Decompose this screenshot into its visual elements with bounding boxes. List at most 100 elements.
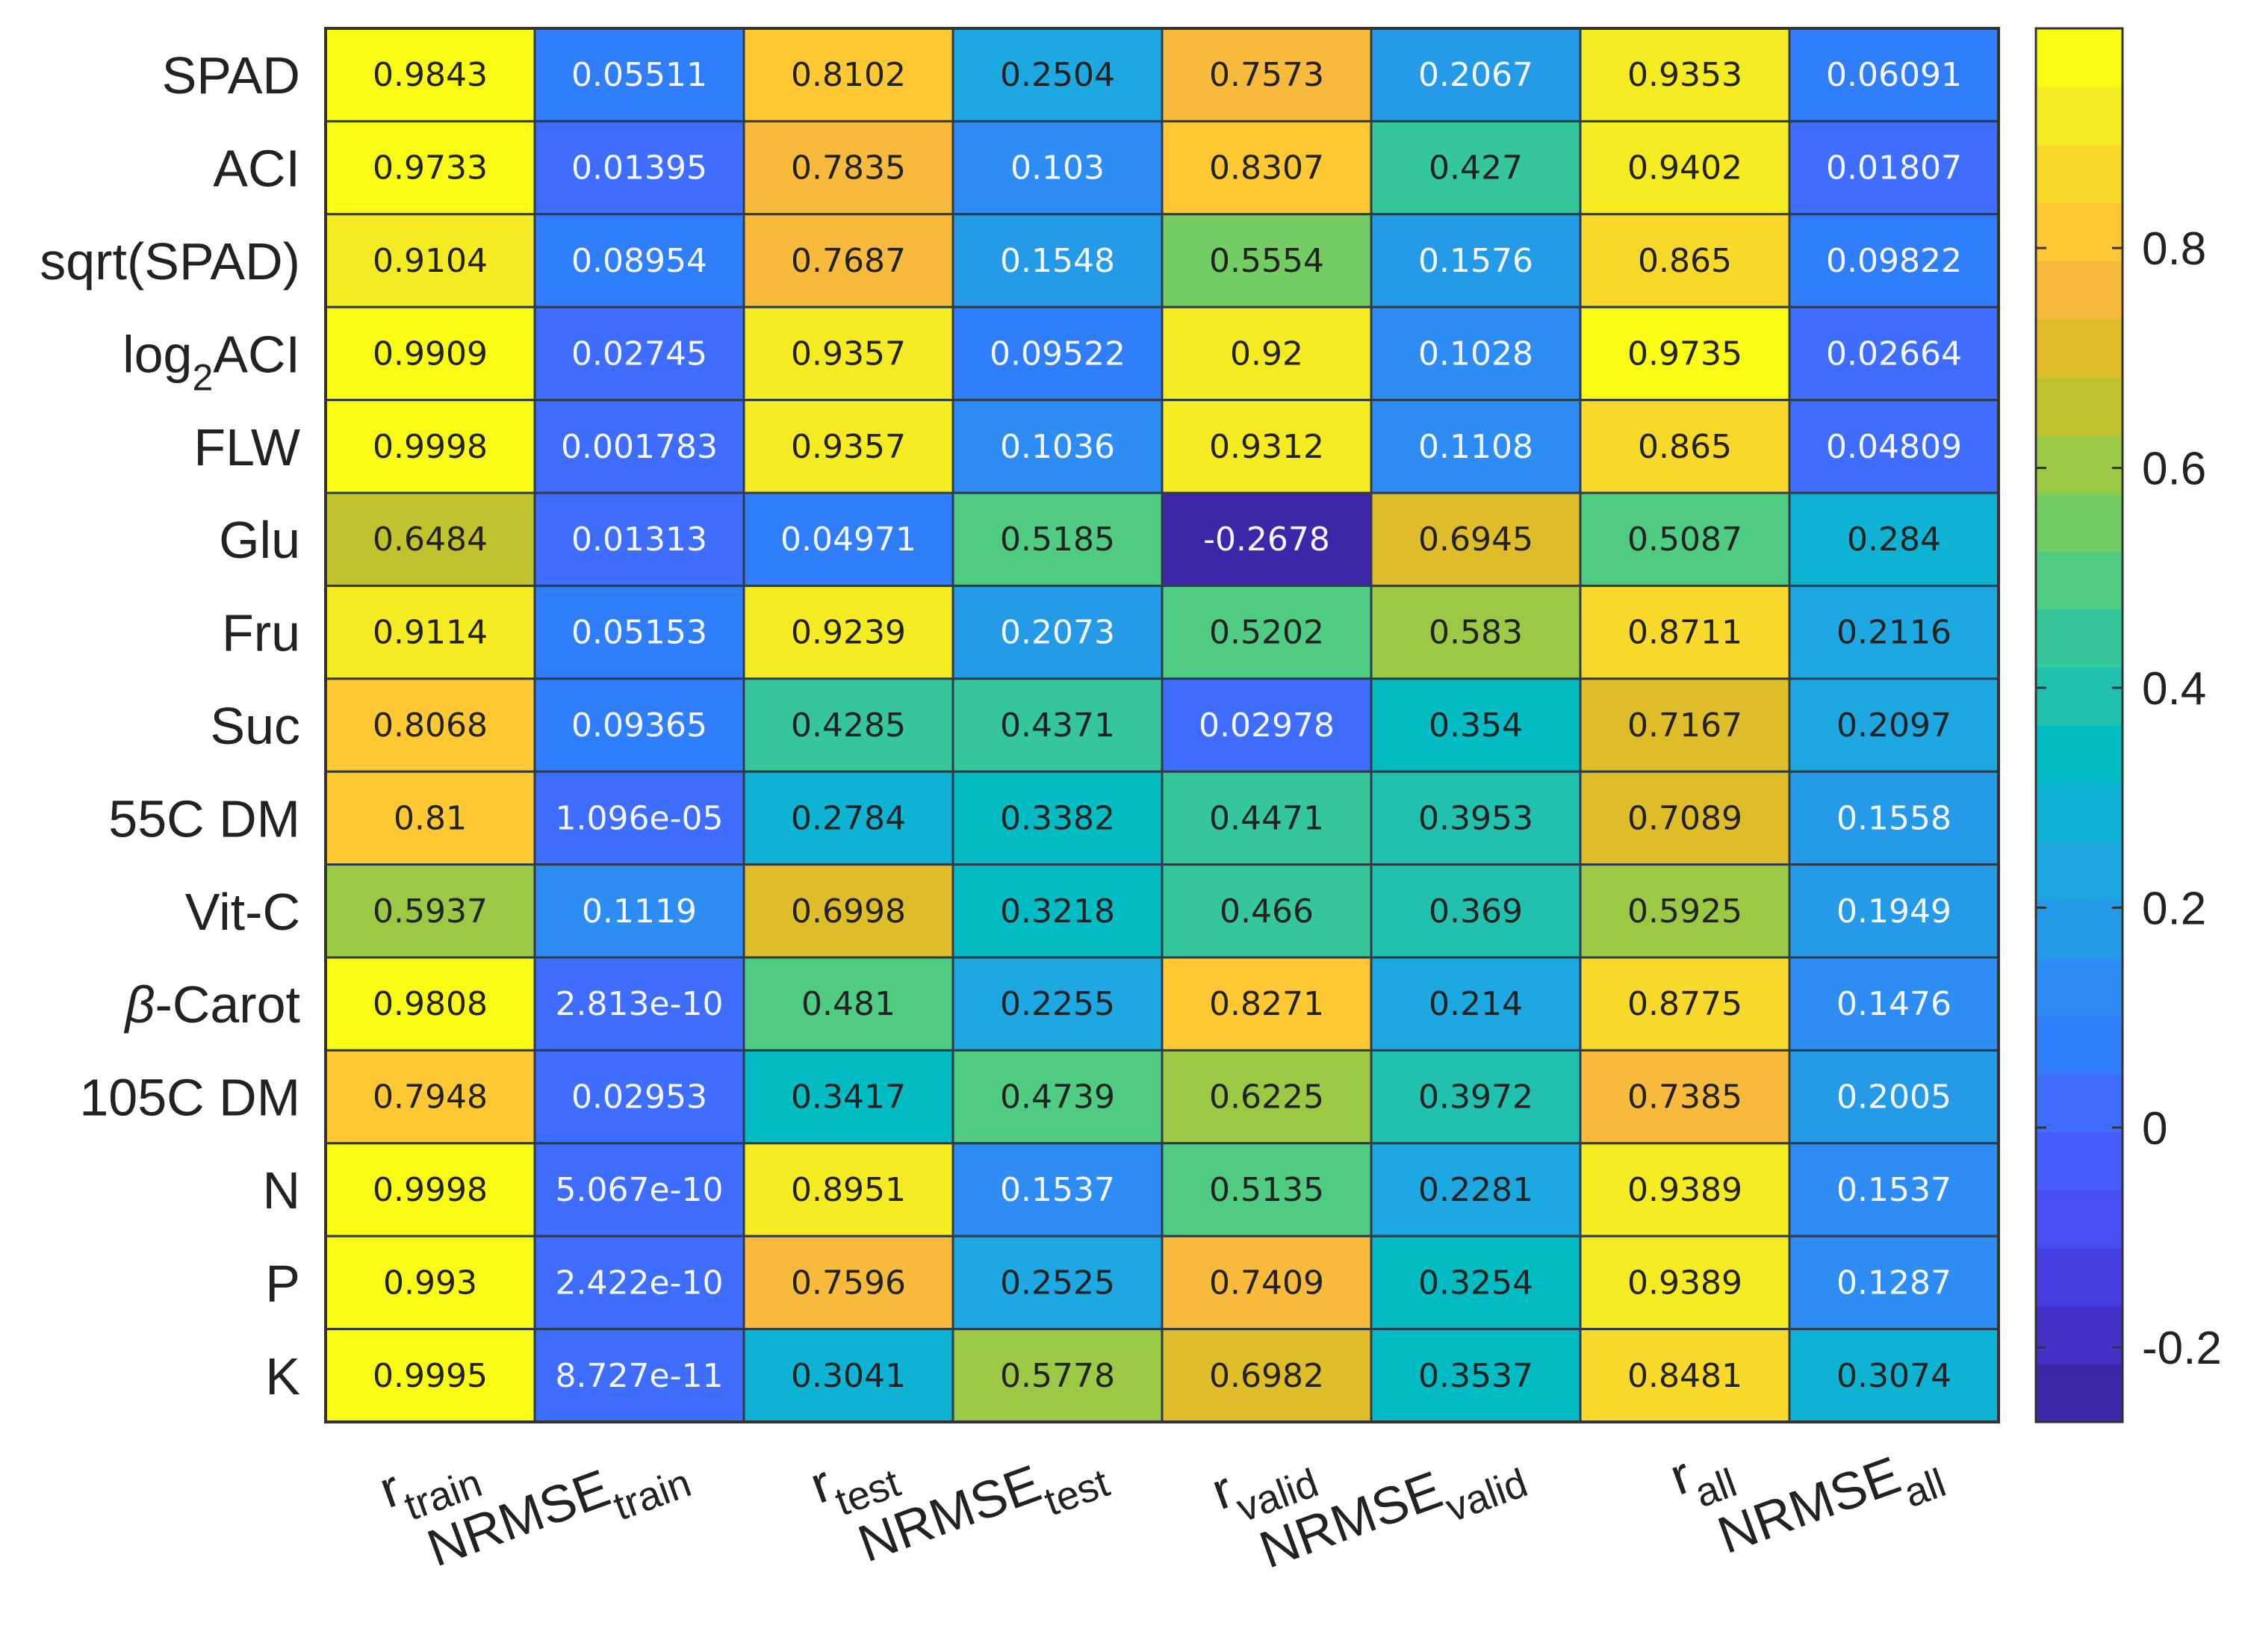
cell-value-label: 0.2255	[1000, 985, 1115, 1023]
heatmap-cell	[951, 305, 1164, 402]
colorbar-segment	[2036, 667, 2123, 726]
colorbar-segment	[2036, 202, 2123, 261]
cell-value-label: 0.05511	[571, 56, 707, 94]
heatmap-cell	[951, 1235, 1164, 1331]
heatmap-cell	[951, 1328, 1164, 1423]
heatmap-cell	[951, 1142, 1164, 1238]
cell-value-label: 0.7835	[791, 149, 906, 187]
colorbar-segment	[2036, 609, 2123, 668]
cell-value-label: 0.3254	[1418, 1264, 1533, 1302]
cell-value-label: 0.3074	[1836, 1357, 1951, 1395]
cell-value-label: 0.7167	[1627, 707, 1742, 745]
heatmap-cell	[533, 213, 745, 308]
heatmap-cell	[533, 584, 745, 680]
cell-value-label: 0.3218	[1000, 892, 1115, 931]
cell-value-label: 2.813e-10	[556, 985, 724, 1023]
colorbar-segment	[2036, 550, 2123, 610]
cell-value-label: 0.08954	[571, 242, 707, 280]
heatmap-cell	[1788, 956, 2000, 1052]
cell-value-label: 0.02978	[1199, 707, 1335, 745]
heatmap-cell	[951, 119, 1164, 216]
cell-value-label: 0.427	[1429, 149, 1523, 187]
colorbar-tick-label: -0.2	[2142, 1323, 2222, 1374]
heatmap-cell	[1370, 213, 1582, 308]
heatmap-cell	[1579, 213, 1791, 308]
row-label-carot: β-Carot	[124, 975, 300, 1034]
heatmap-cell	[951, 770, 1164, 866]
heatmap-cell	[1161, 584, 1373, 680]
cell-value-label: 0.1558	[1836, 799, 1951, 837]
cell-value-label: 8.727e-11	[556, 1357, 724, 1395]
heatmap-cell	[1161, 213, 1373, 308]
cell-value-label: 0.2067	[1418, 56, 1533, 94]
cell-value-label: 0.5778	[1000, 1357, 1115, 1395]
row-label-flw: FLW	[193, 418, 300, 476]
heatmap-cell	[1370, 770, 1582, 866]
cell-value-label: 0.09522	[990, 335, 1125, 373]
cell-value-label: 0.9312	[1209, 428, 1324, 466]
heatmap-cell	[533, 27, 745, 122]
row-label-k: K	[265, 1347, 300, 1406]
colorbar-segment	[2036, 493, 2123, 552]
cell-value-label: 0.9995	[373, 1357, 488, 1395]
cell-value-label: 0.5937	[373, 892, 488, 931]
heatmap-cell	[324, 27, 536, 122]
cell-value-label: 0.9808	[373, 985, 488, 1023]
cell-value-label: 0.9843	[373, 56, 488, 94]
row-label-105c-dm: 105C DM	[79, 1069, 300, 1127]
cell-value-label: 0.02745	[571, 335, 707, 373]
cell-value-label: 0.9389	[1627, 1171, 1742, 1209]
heatmap-cell	[1161, 863, 1373, 959]
cell-value-label: 0.1287	[1836, 1264, 1951, 1302]
row-label-fru: Fru	[222, 604, 300, 662]
colorbar-segment	[2036, 1073, 2123, 1133]
heatmap-cell	[1579, 1328, 1791, 1423]
colorbar-segment	[2036, 1247, 2123, 1307]
column-label-nrmse-all: NRMSEall	[1710, 1432, 1951, 1581]
row-label-glu: Glu	[219, 511, 300, 569]
heatmap-cell	[1788, 770, 2000, 866]
cell-value-label: 0.9733	[373, 149, 488, 187]
heatmap-cell	[1161, 305, 1373, 402]
cell-value-label: 0.8102	[791, 56, 906, 94]
row-label-sqrt-spad: sqrt(SPAD)	[40, 232, 300, 291]
cell-value-label: 0.5185	[1000, 521, 1115, 559]
colorbar-segment	[2036, 28, 2123, 87]
heatmap-cell	[742, 305, 954, 402]
row-label-suc: Suc	[210, 697, 300, 755]
cell-value-label: 0.1036	[1000, 428, 1115, 466]
heatmap-cell	[951, 956, 1164, 1052]
colorbar-segment	[2036, 1131, 2123, 1190]
heatmap-cell	[324, 584, 536, 680]
cell-value-label: 0.1949	[1836, 892, 1951, 931]
cell-value-label: 0.865	[1638, 242, 1732, 280]
heatmap-cell	[742, 1235, 954, 1331]
cell-value-label: 0.5925	[1627, 892, 1742, 931]
heatmap-frame	[324, 27, 2000, 1423]
cell-value-label: 0.1108	[1418, 428, 1533, 466]
heatmap-cell	[1788, 399, 2000, 494]
heatmap-cell	[1579, 491, 1791, 587]
heatmap-cell	[951, 399, 1164, 494]
colorbar-segment	[2036, 1305, 2123, 1365]
cell-value-label: 0.7573	[1209, 56, 1324, 94]
cell-value-label: 0.1537	[1836, 1171, 1951, 1209]
heatmap-cell	[1370, 584, 1582, 680]
heatmap-cell	[324, 1328, 536, 1423]
cell-value-label: 0.1548	[1000, 242, 1115, 280]
heatmap-cell	[1579, 584, 1791, 680]
heatmap-cell	[1161, 677, 1373, 773]
cell-value-label: 0.02953	[571, 1078, 707, 1117]
heatmap-cell	[951, 863, 1164, 959]
heatmap-cell	[1788, 1235, 2000, 1331]
row-label-55c-dm: 55C DM	[108, 789, 300, 848]
colorbar-tick-label: 0.8	[2142, 223, 2206, 275]
colorbar	[2034, 27, 2124, 1423]
heatmap-cell	[533, 491, 745, 587]
heatmap-cell	[1579, 399, 1791, 494]
cell-value-label: 0.354	[1429, 707, 1523, 745]
heatmap-cell	[742, 584, 954, 680]
row-label-log2aci: log2ACI	[122, 325, 300, 398]
